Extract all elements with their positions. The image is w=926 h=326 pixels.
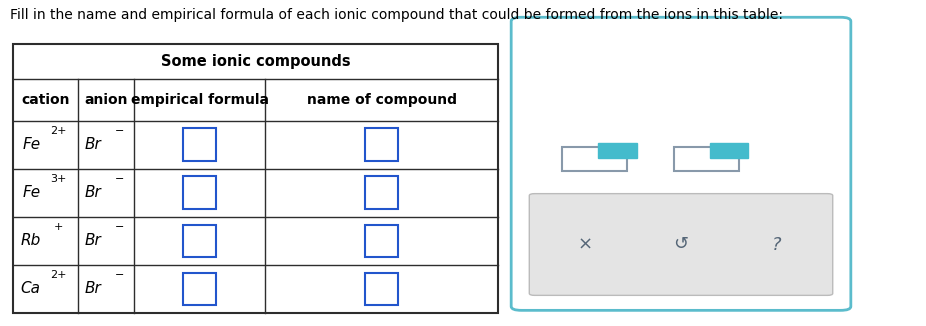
Text: Br: Br — [84, 185, 101, 200]
Text: Fe: Fe — [22, 137, 41, 152]
Text: name of compound: name of compound — [307, 93, 457, 107]
Text: +: + — [54, 222, 63, 232]
Text: 2+: 2+ — [50, 126, 67, 136]
Text: 2+: 2+ — [50, 271, 67, 280]
FancyBboxPatch shape — [183, 176, 216, 209]
Text: Br: Br — [84, 233, 101, 248]
FancyBboxPatch shape — [366, 225, 398, 257]
FancyBboxPatch shape — [366, 176, 398, 209]
Text: −: − — [115, 174, 124, 184]
Text: ×: × — [578, 235, 593, 254]
Text: Br: Br — [84, 137, 101, 152]
FancyBboxPatch shape — [183, 225, 216, 257]
Text: Fe: Fe — [22, 185, 41, 200]
FancyBboxPatch shape — [183, 273, 216, 305]
FancyBboxPatch shape — [183, 128, 216, 161]
Text: Some ionic compounds: Some ionic compounds — [161, 54, 350, 69]
FancyBboxPatch shape — [366, 128, 398, 161]
Text: Rb: Rb — [20, 233, 41, 248]
Text: Ca: Ca — [20, 281, 41, 296]
Text: anion: anion — [84, 93, 128, 107]
Bar — [709, 143, 748, 158]
Bar — [562, 147, 627, 171]
FancyBboxPatch shape — [511, 17, 851, 310]
Text: empirical formula: empirical formula — [131, 93, 269, 107]
Text: −: − — [115, 271, 124, 280]
Text: 3+: 3+ — [50, 174, 67, 184]
FancyBboxPatch shape — [530, 194, 832, 295]
Text: ↺: ↺ — [673, 235, 689, 254]
Text: Br: Br — [84, 281, 101, 296]
Text: −: − — [115, 126, 124, 136]
Bar — [598, 143, 637, 158]
Text: −: − — [115, 222, 124, 232]
Text: cation: cation — [21, 93, 70, 107]
FancyBboxPatch shape — [366, 273, 398, 305]
Text: Fill in the name and empirical formula of each ionic compound that could be form: Fill in the name and empirical formula o… — [10, 8, 783, 22]
Text: ?: ? — [772, 235, 782, 254]
Bar — [674, 147, 739, 171]
